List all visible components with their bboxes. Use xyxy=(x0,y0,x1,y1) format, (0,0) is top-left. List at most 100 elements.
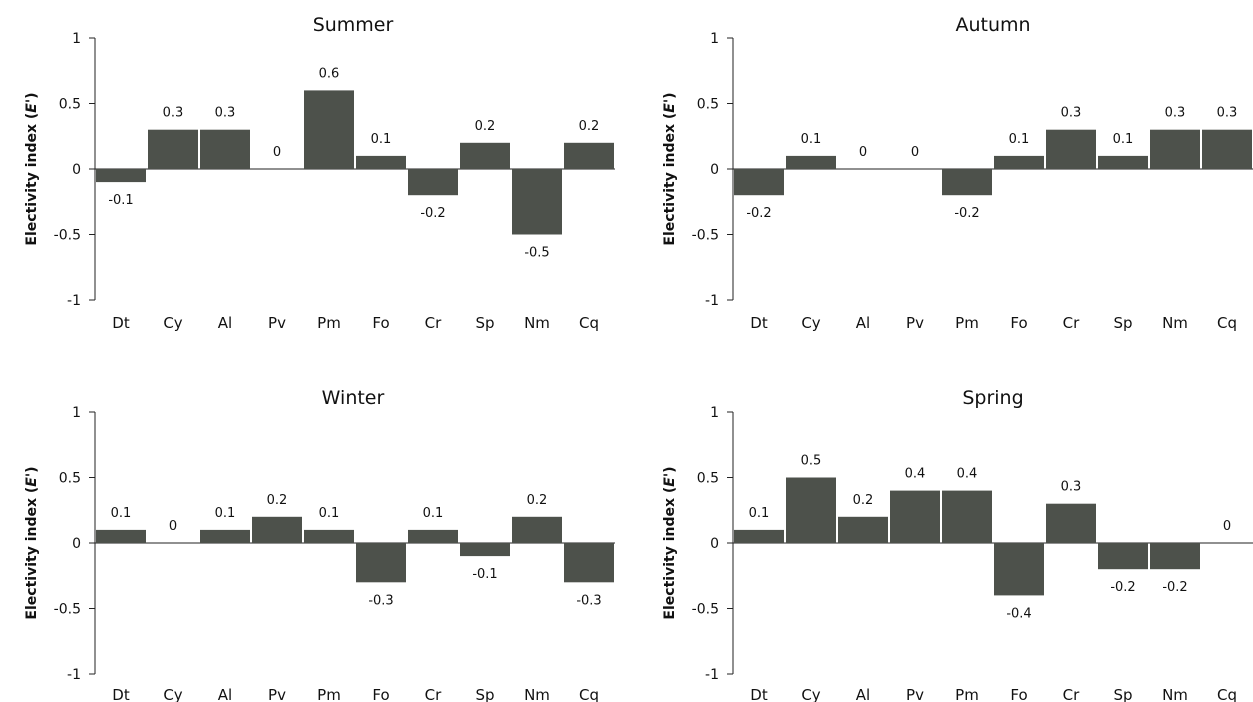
bar-cy xyxy=(786,477,836,543)
category-label-pm: Pm xyxy=(955,686,979,702)
category-label-cq: Cq xyxy=(1217,314,1237,332)
y-tick-label: 0.5 xyxy=(59,97,81,113)
bar-sp xyxy=(1098,155,1148,169)
y-axis-label-symbol: E' xyxy=(24,99,40,113)
y-tick-label: -1 xyxy=(705,293,719,309)
bar-nm xyxy=(1150,129,1200,169)
bar-cr xyxy=(1046,503,1096,543)
data-label-pv: 0.4 xyxy=(905,467,926,482)
bar-dt xyxy=(96,529,146,543)
y-tick-label: -0.5 xyxy=(692,228,719,244)
data-label-al: 0 xyxy=(859,145,867,160)
category-label-nm: Nm xyxy=(1162,314,1188,332)
category-label-fo: Fo xyxy=(1010,686,1027,702)
y-axis-label: Electivity index (E') xyxy=(24,466,40,619)
data-label-pm: 0.6 xyxy=(319,66,340,81)
data-label-cq: -0.3 xyxy=(576,593,601,608)
bar-cq xyxy=(564,142,614,169)
bar-fo xyxy=(356,155,406,169)
data-label-al: 0.3 xyxy=(215,106,236,121)
y-tick-label: 1 xyxy=(72,31,81,47)
bar-cy xyxy=(148,129,198,169)
y-tick-label: -1 xyxy=(67,667,81,683)
bar-nm xyxy=(512,169,562,235)
category-label-al: Al xyxy=(856,686,870,702)
data-label-dt: 0.1 xyxy=(749,506,770,521)
data-label-pm: 0.1 xyxy=(319,506,340,521)
bar-pm xyxy=(942,490,992,543)
y-tick-label: -0.5 xyxy=(54,228,81,244)
category-label-sp: Sp xyxy=(1113,314,1132,332)
y-tick-label: -1 xyxy=(705,667,719,683)
data-label-cr: -0.2 xyxy=(420,206,445,221)
category-label-al: Al xyxy=(218,686,232,702)
y-tick-label: 0 xyxy=(72,536,81,552)
y-tick-label: 1 xyxy=(72,405,81,421)
y-axis-label-symbol: E' xyxy=(662,473,678,487)
bar-sp xyxy=(460,142,510,169)
bar-cq xyxy=(564,543,614,583)
data-label-nm: 0.3 xyxy=(1165,106,1186,121)
data-label-cr: 0.3 xyxy=(1061,480,1082,495)
bar-fo xyxy=(994,543,1044,596)
category-label-nm: Nm xyxy=(1162,686,1188,702)
bar-fo xyxy=(994,155,1044,169)
category-label-pv: Pv xyxy=(268,314,286,332)
category-label-dt: Dt xyxy=(750,686,768,702)
y-axis-label: Electivity index (E') xyxy=(662,466,678,619)
data-label-nm: -0.2 xyxy=(1162,580,1187,595)
category-label-cq: Cq xyxy=(579,314,599,332)
y-tick-label: 0.5 xyxy=(59,471,81,487)
y-tick-label: -0.5 xyxy=(54,602,81,618)
category-label-al: Al xyxy=(218,314,232,332)
y-axis-label-symbol: E' xyxy=(24,473,40,487)
data-label-cy: 0.5 xyxy=(801,454,822,469)
bar-cr xyxy=(408,529,458,543)
y-axis-label-text: Electivity index ( xyxy=(662,487,678,620)
data-label-nm: -0.5 xyxy=(524,246,549,261)
category-label-cy: Cy xyxy=(801,314,820,332)
data-label-sp: 0.2 xyxy=(475,119,496,134)
bar-nm xyxy=(512,516,562,543)
chart-panel-winter: Winter 1 0.5 0 -0.5 -1 0.1 Dt 0 Cy 0.1 Al 0.2 Pv 0.1 Pm… xyxy=(24,387,615,702)
data-label-fo: 0.1 xyxy=(1009,132,1030,147)
data-label-sp: -0.1 xyxy=(472,567,497,582)
bar-al xyxy=(200,529,250,543)
bar-dt xyxy=(734,169,784,196)
data-label-cr: 0.1 xyxy=(423,506,444,521)
category-label-pm: Pm xyxy=(955,314,979,332)
y-axis-label-text: Electivity index ( xyxy=(24,487,40,620)
data-label-nm: 0.2 xyxy=(527,493,548,508)
y-tick-label: 0.5 xyxy=(697,471,719,487)
y-axis-label-symbol: E' xyxy=(662,99,678,113)
bar-sp xyxy=(460,543,510,557)
chart-title: Autumn xyxy=(955,14,1030,36)
bar-pm xyxy=(304,529,354,543)
bar-al xyxy=(838,516,888,543)
y-tick-label: 0.5 xyxy=(697,97,719,113)
category-label-dt: Dt xyxy=(750,314,768,332)
category-label-cy: Cy xyxy=(163,314,182,332)
bar-pv xyxy=(890,490,940,543)
data-label-cr: 0.3 xyxy=(1061,106,1082,121)
data-label-pv: 0 xyxy=(911,145,919,160)
category-label-dt: Dt xyxy=(112,686,130,702)
data-label-pv: 0 xyxy=(273,145,281,160)
y-axis-label: Electivity index (E') xyxy=(24,92,40,245)
bar-cq xyxy=(1202,129,1252,169)
data-label-cy: 0.3 xyxy=(163,106,184,121)
category-label-cr: Cr xyxy=(425,314,442,332)
bar-dt xyxy=(96,169,146,183)
chart-title: Winter xyxy=(322,387,385,409)
y-axis-label-close: ) xyxy=(24,92,40,98)
data-label-fo: -0.4 xyxy=(1006,606,1031,621)
bar-sp xyxy=(1098,543,1148,570)
data-label-cy: 0 xyxy=(169,519,177,534)
category-label-cr: Cr xyxy=(1063,314,1080,332)
bar-al xyxy=(200,129,250,169)
data-label-al: 0.1 xyxy=(215,506,236,521)
bar-fo xyxy=(356,543,406,583)
bar-pv xyxy=(252,516,302,543)
category-label-nm: Nm xyxy=(524,314,550,332)
data-label-pm: 0.4 xyxy=(957,467,978,482)
